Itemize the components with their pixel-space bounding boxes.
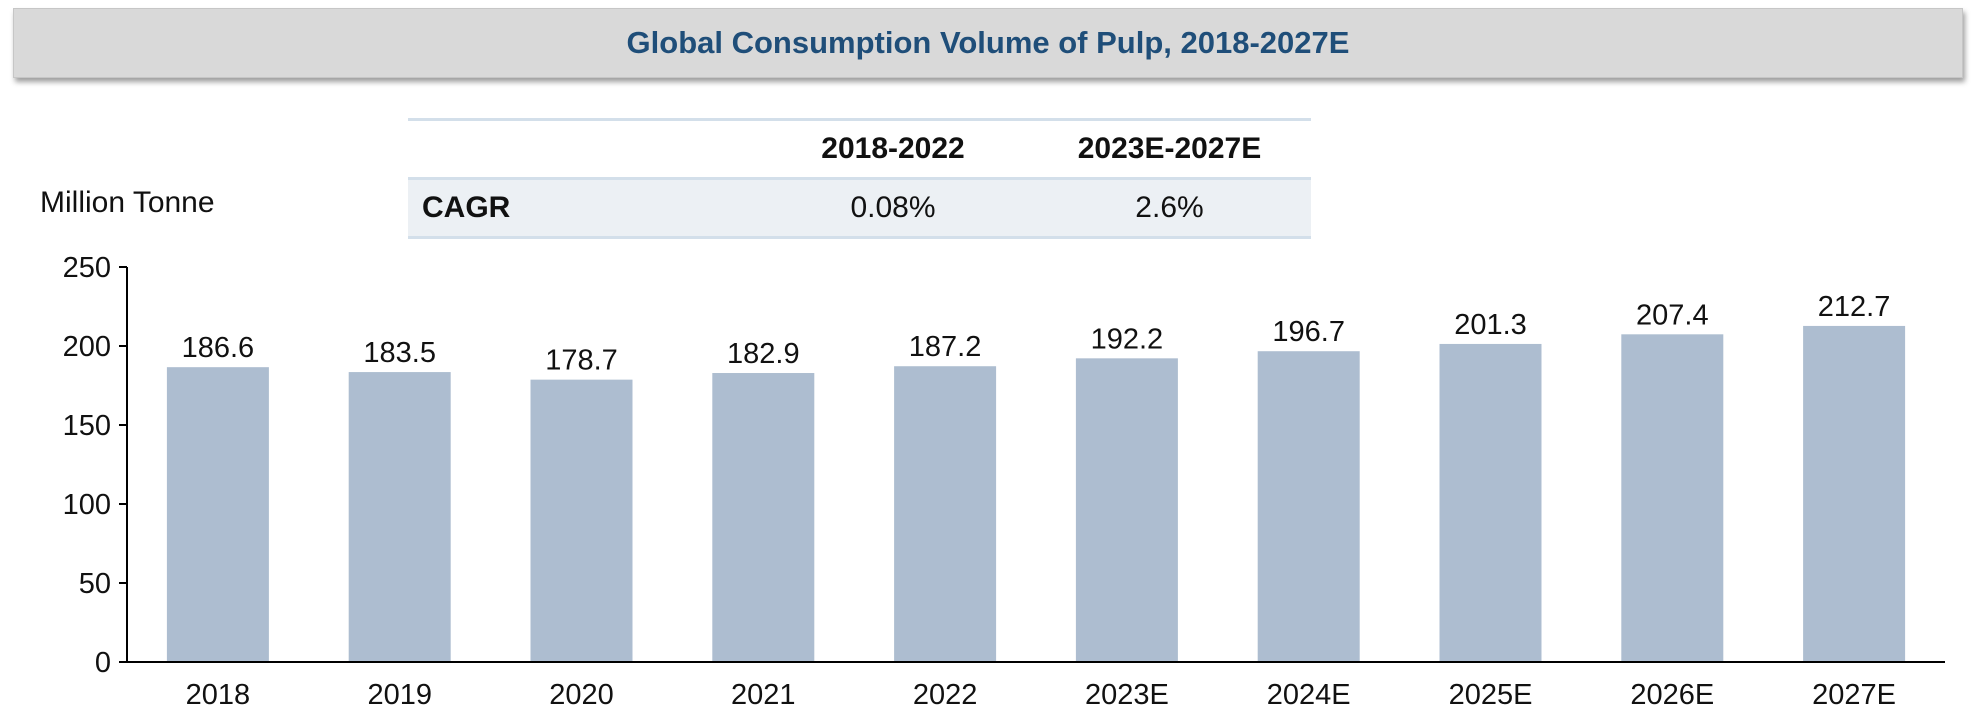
bar [1075,358,1178,662]
y-tick-label: 100 [63,489,111,521]
bar [1439,343,1542,662]
x-tick-label: 2027E [1812,679,1896,711]
cagr-header-period-1: 2018-2022 [758,118,1028,180]
bar [166,367,269,662]
bar-value-label: 182.9 [727,338,800,370]
y-axis-unit-label: Million Tonne [40,186,215,219]
chart-title-bar: Global Consumption Volume of Pulp, 2018-… [13,8,1963,78]
cagr-header-period-2: 2023E-2027E [1028,118,1311,180]
cagr-table: 2018-2022 2023E-2027E CAGR 0.08% 2.6% [408,118,1311,239]
bar [348,372,451,662]
chart-title: Global Consumption Volume of Pulp, 2018-… [626,25,1350,60]
x-tick-label: 2019 [367,679,432,711]
bar [1257,351,1360,662]
cagr-value-period-1: 0.08% [758,178,1028,239]
x-tick-label: 2024E [1267,679,1351,711]
x-tick-label: 2025E [1449,679,1533,711]
bar-value-label: 196.7 [1272,316,1345,348]
bar-value-label: 178.7 [545,345,618,377]
cagr-header-blank [408,118,758,180]
x-tick-label: 2021 [731,679,796,711]
y-tick-label: 150 [63,410,111,442]
x-tick-label: 2018 [186,679,251,711]
bar-value-label: 201.3 [1454,309,1527,341]
y-tick-label: 50 [79,568,111,600]
x-tick-label: 2022 [913,679,978,711]
cagr-table-row: CAGR 0.08% 2.6% [408,178,1311,239]
cagr-value-period-2: 2.6% [1028,178,1311,239]
bar-value-label: 207.4 [1636,299,1709,331]
bar-value-label: 187.2 [909,331,982,363]
x-tick-label: 2026E [1630,679,1714,711]
bar [894,366,997,662]
cagr-table-header-row: 2018-2022 2023E-2027E [408,118,1311,180]
x-tick-label: 2023E [1085,679,1169,711]
bar [1621,334,1724,662]
y-tick-label: 0 [95,647,111,679]
bar-value-label: 212.7 [1818,291,1891,323]
x-tick-label: 2020 [549,679,614,711]
cagr-row-label: CAGR [408,178,758,239]
bar [712,373,815,662]
bar-value-label: 186.6 [182,332,255,364]
bar [530,379,633,662]
bar [1803,325,1906,662]
y-tick-label: 200 [63,331,111,363]
bar-value-label: 192.2 [1091,323,1164,355]
bar-value-label: 183.5 [363,337,436,369]
y-tick-label: 250 [63,252,111,284]
